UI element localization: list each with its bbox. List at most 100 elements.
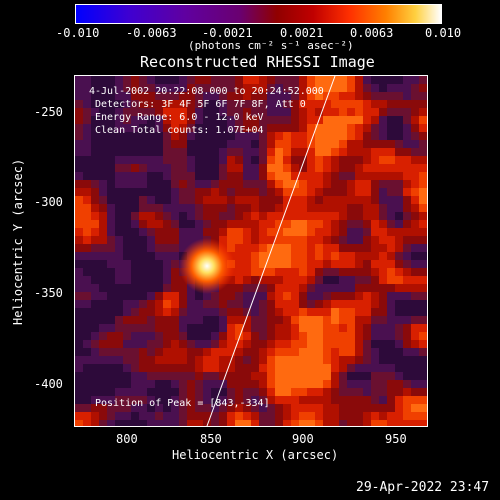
heatmap-cell — [331, 188, 339, 196]
heatmap-cell — [283, 100, 291, 108]
heatmap-cell — [219, 404, 227, 412]
heatmap-cell — [363, 212, 371, 220]
heatmap-cell — [411, 420, 419, 426]
heatmap-cell — [299, 140, 307, 148]
heatmap-cell — [147, 172, 155, 180]
heatmap-cell — [123, 156, 131, 164]
heatmap-cell — [195, 196, 203, 204]
heatmap-cell — [323, 124, 331, 132]
heatmap-cell — [115, 92, 123, 100]
heatmap-cell — [355, 404, 363, 412]
heatmap-cell — [227, 244, 235, 252]
heatmap-cell — [171, 260, 179, 268]
heatmap-cell — [363, 172, 371, 180]
heatmap-cell — [259, 348, 267, 356]
heatmap-cell — [83, 124, 91, 132]
heatmap-cell — [91, 292, 99, 300]
heatmap-cell — [395, 84, 403, 92]
heatmap-cell — [259, 372, 267, 380]
heatmap-cell — [299, 364, 307, 372]
heatmap-cell — [83, 100, 91, 108]
heatmap-cell — [203, 132, 211, 140]
heatmap-cell — [227, 284, 235, 292]
heatmap-cell — [307, 140, 315, 148]
heatmap-cell — [331, 268, 339, 276]
heatmap-cell — [347, 132, 355, 140]
heatmap-cell — [259, 260, 267, 268]
heatmap-cell — [203, 300, 211, 308]
heatmap-cell — [339, 108, 347, 116]
heatmap-cell — [139, 140, 147, 148]
heatmap-cell — [235, 140, 243, 148]
heatmap-cell — [115, 372, 123, 380]
heatmap-cell — [187, 132, 195, 140]
heatmap-cell — [315, 228, 323, 236]
heatmap-cell — [219, 292, 227, 300]
heatmap-cell — [91, 212, 99, 220]
heatmap-cell — [403, 404, 411, 412]
heatmap-cell — [203, 420, 211, 426]
heatmap-cell — [299, 276, 307, 284]
heatmap-cell — [211, 108, 219, 116]
heatmap-cell — [75, 284, 83, 292]
heatmap-cell — [275, 396, 283, 404]
heatmap-cell — [187, 156, 195, 164]
heatmap-cell — [403, 164, 411, 172]
heatmap-cell — [75, 116, 83, 124]
heatmap-cell — [211, 308, 219, 316]
heatmap-cell — [259, 332, 267, 340]
colorbar-tick-label: -0.0063 — [126, 26, 177, 40]
heatmap-cell — [147, 276, 155, 284]
heatmap-cell — [259, 388, 267, 396]
heatmap-cell — [163, 212, 171, 220]
heatmap-cell — [147, 324, 155, 332]
heatmap-cell — [91, 156, 99, 164]
heatmap-cell — [371, 348, 379, 356]
heatmap-cell — [171, 212, 179, 220]
heatmap-cell — [315, 284, 323, 292]
heatmap-cell — [331, 396, 339, 404]
heatmap-cell — [275, 260, 283, 268]
heatmap-cell — [107, 412, 115, 420]
heatmap-cell — [403, 124, 411, 132]
heatmap-cell — [163, 236, 171, 244]
heatmap-cell — [363, 124, 371, 132]
heatmap-cell — [299, 132, 307, 140]
heatmap-cell — [163, 300, 171, 308]
heatmap-cell — [371, 340, 379, 348]
heatmap-cell — [83, 388, 91, 396]
heatmap-cell — [227, 348, 235, 356]
heatmap-cell — [171, 316, 179, 324]
heatmap-cell — [99, 220, 107, 228]
heatmap-cell — [347, 388, 355, 396]
heatmap-cell — [155, 276, 163, 284]
heatmap-cell — [275, 292, 283, 300]
heatmap-cell — [347, 292, 355, 300]
heatmap-cell — [147, 308, 155, 316]
heatmap-cell — [123, 236, 131, 244]
heatmap-cell — [131, 292, 139, 300]
heatmap-cell — [107, 140, 115, 148]
heatmap-cell — [155, 76, 163, 84]
heatmap-cell — [259, 76, 267, 84]
heatmap-cell — [115, 404, 123, 412]
heatmap-cell — [267, 132, 275, 140]
heatmap-cell — [339, 124, 347, 132]
heatmap-cell — [315, 188, 323, 196]
heatmap-cell — [123, 244, 131, 252]
heatmap-cell — [179, 332, 187, 340]
heatmap-cell — [195, 300, 203, 308]
heatmap-cell — [419, 196, 427, 204]
heatmap-cell — [163, 220, 171, 228]
heatmap-cell — [259, 196, 267, 204]
heatmap-cell — [419, 76, 427, 84]
heatmap-cell — [347, 244, 355, 252]
heatmap-cell — [155, 324, 163, 332]
heatmap-cell — [139, 228, 147, 236]
heatmap-cell — [419, 228, 427, 236]
heatmap-cell — [283, 380, 291, 388]
heatmap-cell — [91, 356, 99, 364]
heatmap-cell — [283, 188, 291, 196]
heatmap-cell — [235, 204, 243, 212]
heatmap-cell — [323, 84, 331, 92]
